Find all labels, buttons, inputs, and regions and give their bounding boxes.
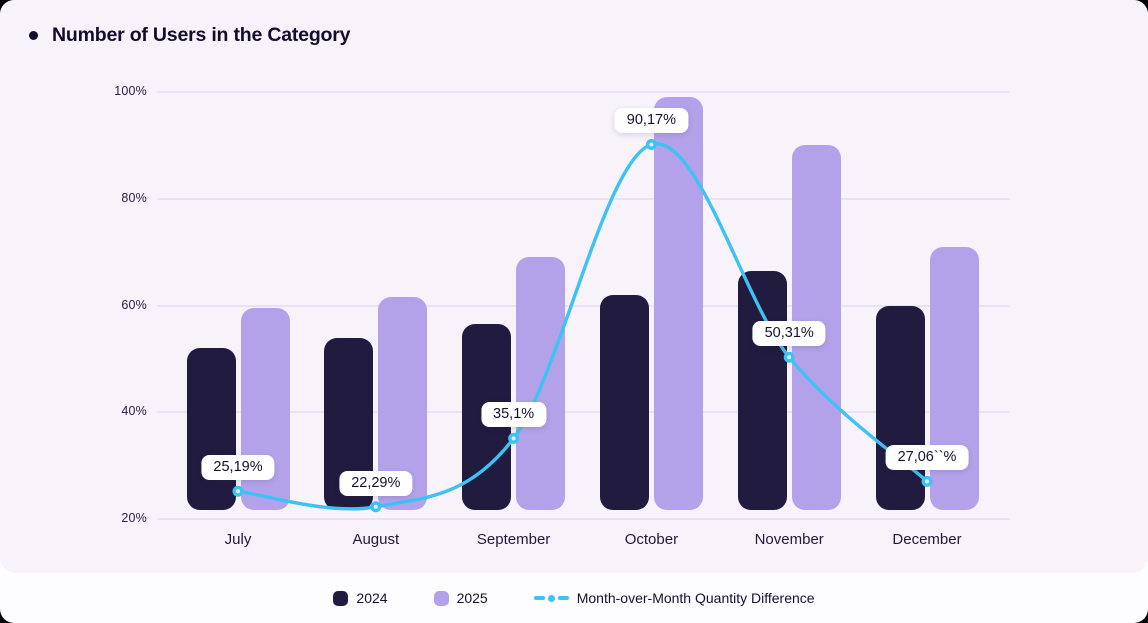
- gridline-100%: [157, 91, 1010, 93]
- data-label-october: 90,17%: [614, 108, 688, 134]
- gridline-60%: [157, 304, 1010, 307]
- data-label-august: 22,29%: [339, 470, 413, 496]
- gridline-80%: [157, 197, 1010, 200]
- data-label-november: 50,31%: [752, 321, 826, 347]
- line-point-center-icon: [925, 479, 929, 484]
- bar-2024-october[interactable]: [599, 294, 649, 510]
- data-label-july: 25,19%: [201, 455, 275, 481]
- x-axis-label-july: July: [224, 531, 252, 548]
- legend: 2024 2025 Month-over-Month Quantity Diff…: [0, 573, 1148, 623]
- chart-header: Number of Users in the Category: [29, 24, 350, 47]
- legend-dashed-line-icon: [533, 594, 569, 602]
- legend-label-2024: 2024: [356, 590, 388, 606]
- legend-swatch-2024: [333, 590, 349, 606]
- x-axis-label-september: September: [476, 531, 551, 548]
- legend-item-2025[interactable]: 2025: [433, 590, 488, 606]
- legend-label-2025: 2025: [456, 590, 488, 606]
- x-axis-label-october: October: [624, 531, 679, 548]
- plot-area: 20% 40% 60% 80% 100% July August September Octob…: [114, 84, 1010, 548]
- legend-swatch-2025: [433, 590, 449, 606]
- chart-title: Number of Users in the Category: [52, 24, 351, 46]
- x-axis-label-august: August: [352, 531, 400, 548]
- x-axis-label-november: November: [754, 531, 824, 548]
- chart-panel: Number of Users in the Category 20% 40% 60…: [29, 24, 1010, 548]
- line-point-center-icon: [511, 436, 516, 441]
- line-point-center-icon: [373, 504, 378, 509]
- bar-2024-july[interactable]: [186, 348, 236, 510]
- y-axis-tick-label: 40%: [121, 404, 147, 419]
- line-point-center-icon: [649, 142, 654, 147]
- legend-label-mom-difference: Month-over-Month Quantity Difference: [576, 590, 815, 606]
- y-axis-tick-label: 20%: [121, 511, 147, 525]
- line-point-center-icon: [236, 489, 240, 494]
- line-point-center-icon: [787, 355, 792, 360]
- y-axis-tick-label: 100%: [114, 84, 147, 98]
- y-axis-tick-label: 80%: [121, 190, 147, 205]
- legend-item-2024[interactable]: 2024: [333, 590, 388, 606]
- bar-2025-october[interactable]: [653, 97, 703, 510]
- gridline-40%: [157, 411, 1010, 414]
- bullet-icon: [29, 31, 38, 40]
- y-axis-tick-label: 60%: [121, 297, 147, 312]
- bar-2024-december[interactable]: [875, 305, 925, 510]
- line-series-layer: [232, 138, 933, 513]
- legend-item-mom-difference[interactable]: Month-over-Month Quantity Difference: [533, 590, 815, 606]
- gridline-20%: [157, 518, 1010, 520]
- data-label-september: 35,1%: [481, 402, 547, 428]
- x-axis-label-december: December: [892, 531, 962, 548]
- data-label-december: 27,06``%: [885, 445, 969, 471]
